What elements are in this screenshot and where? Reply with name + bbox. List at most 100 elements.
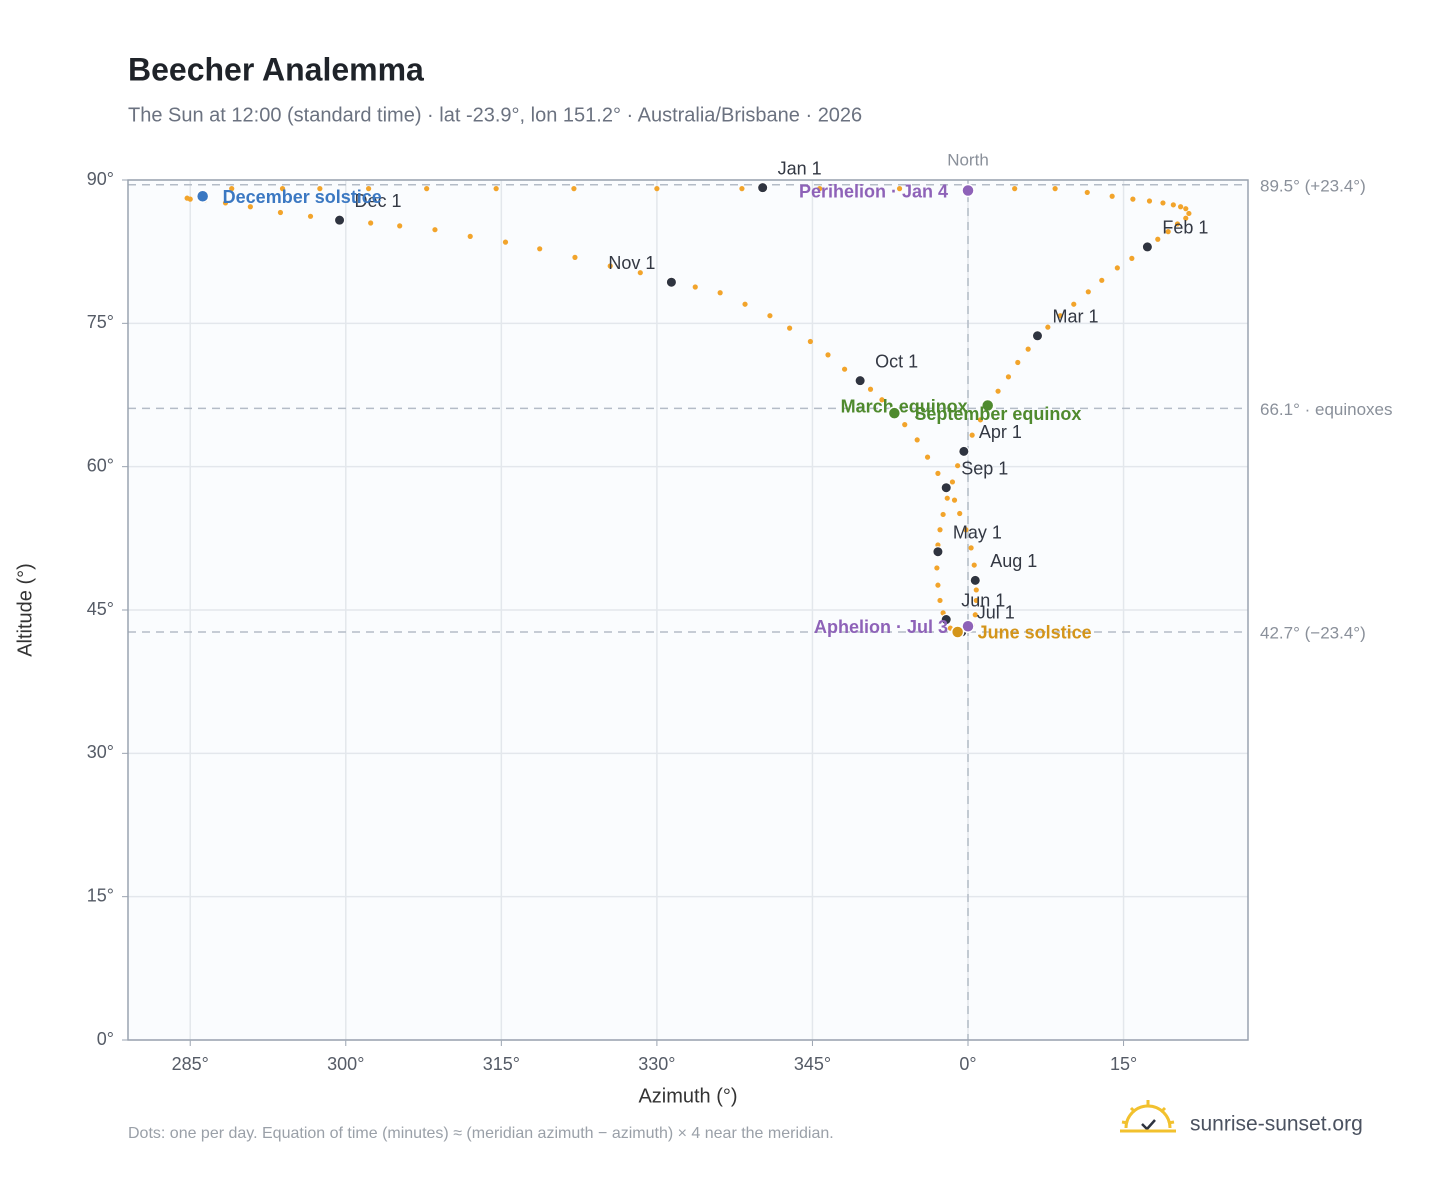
month-marker: [854, 375, 866, 387]
day-dot: [537, 246, 543, 252]
month-label: Jan 1: [778, 158, 822, 178]
brand-logo: [1120, 1100, 1176, 1133]
footnote: Dots: one per day. Equation of time (min…: [128, 1125, 834, 1142]
x-tick-label: 345°: [794, 1054, 831, 1074]
day-dot: [717, 290, 723, 296]
month-label: Nov 1: [608, 253, 655, 273]
month-label: May 1: [953, 522, 1002, 542]
day-dot: [1129, 255, 1135, 261]
day-dot: [787, 325, 793, 331]
day-dot: [368, 220, 374, 226]
day-dot: [1165, 229, 1171, 235]
month-marker: [940, 482, 952, 494]
day-dot: [1099, 277, 1105, 283]
day-dot: [572, 254, 578, 260]
event-label: September equinox: [914, 404, 1081, 424]
day-dot: [817, 186, 823, 192]
month-label: Sep 1: [961, 458, 1008, 478]
day-dot: [187, 196, 193, 202]
day-dot: [1109, 193, 1115, 199]
day-dot: [742, 301, 748, 307]
y-tick-label: 0°: [97, 1029, 114, 1049]
event-marker: [887, 406, 902, 420]
event-marker: [980, 398, 995, 413]
x-tick-label: 330°: [638, 1054, 675, 1074]
day-dot: [1057, 313, 1063, 319]
month-label: Oct 1: [875, 351, 918, 371]
reference-label: 89.5° (+23.4°): [1260, 176, 1366, 195]
day-dot: [1015, 359, 1021, 366]
event-marker: [961, 619, 975, 633]
event-label: June solstice: [978, 623, 1092, 643]
day-dot: [277, 209, 284, 216]
month-marker: [665, 276, 677, 288]
month-label: Jul 1: [977, 603, 1015, 623]
x-tick-label: 285°: [172, 1054, 209, 1074]
day-dot: [949, 479, 956, 485]
event-label: March equinox: [841, 396, 968, 416]
day-dot: [935, 542, 941, 548]
day-dot: [607, 263, 613, 269]
day-dot: [973, 587, 979, 593]
month-marker: [1141, 241, 1153, 253]
day-dot: [969, 432, 975, 438]
month-label: Jun 1: [961, 590, 1005, 610]
day-dot: [307, 213, 314, 219]
day-dot: [467, 233, 473, 239]
day-dot: [637, 270, 643, 276]
y-tick-label: 30°: [87, 742, 114, 762]
day-dot: [502, 239, 509, 245]
y-axis-label: Altitude (°): [14, 563, 36, 657]
day-dot: [937, 597, 943, 604]
brand: sunrise-sunset.org: [1190, 1113, 1363, 1136]
day-dot: [739, 186, 745, 192]
x-tick-label: 15°: [1110, 1054, 1137, 1074]
chart-subtitle: The Sun at 12:00 (standard time) · lat -…: [128, 104, 862, 126]
x-tick-label: 0°: [959, 1054, 976, 1074]
month-label: Feb 1: [1162, 218, 1208, 238]
y-tick-label: 15°: [87, 885, 114, 905]
day-dot: [902, 422, 908, 428]
day-dot: [654, 186, 660, 192]
month-marker: [958, 445, 970, 457]
day-dot: [957, 510, 963, 517]
day-dot: [1174, 221, 1181, 227]
month-marker: [757, 182, 769, 194]
month-marker: [1031, 330, 1043, 342]
day-dot: [1160, 200, 1166, 206]
day-dot: [935, 470, 941, 476]
day-dot: [1052, 186, 1058, 192]
x-tick-label: 300°: [327, 1054, 364, 1074]
month-marker: [334, 214, 346, 226]
reference-lines: [128, 180, 1248, 1040]
day-dot: [1025, 346, 1031, 352]
day-dot: [397, 223, 403, 229]
day-dot: [1084, 189, 1090, 196]
day-dot: [972, 612, 978, 618]
day-dot: [279, 186, 286, 192]
day-dot: [951, 497, 958, 503]
day-dot: [807, 338, 813, 345]
day-dot: [963, 527, 969, 533]
x-tick-label: 315°: [483, 1054, 520, 1074]
day-dot: [955, 463, 961, 469]
day-dot: [317, 186, 323, 192]
day-dot: [825, 352, 831, 358]
month-marker: [969, 574, 981, 586]
reference-label: 66.1° · equinoxes: [1260, 400, 1393, 419]
day-dot: [1155, 236, 1161, 242]
day-dot: [995, 388, 1001, 394]
day-dot: [365, 186, 372, 192]
day-dot: [879, 397, 885, 403]
day-dot: [841, 366, 848, 372]
day-dot: [424, 186, 430, 192]
north-label: North: [947, 150, 989, 169]
day-dot: [914, 437, 920, 443]
day-dot: [1045, 324, 1051, 330]
day-dot: [934, 565, 940, 571]
day-dot: [1114, 265, 1120, 271]
day-dot: [968, 545, 974, 551]
day-dot: [247, 204, 253, 210]
